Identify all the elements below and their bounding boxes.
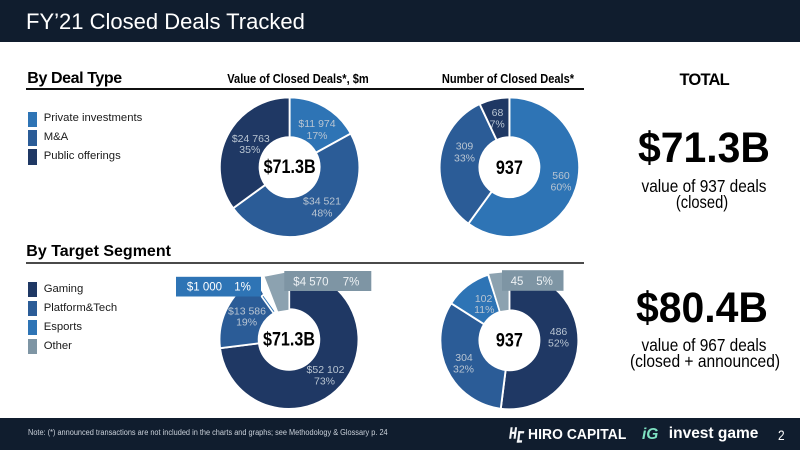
svg-text:937: 937 bbox=[496, 158, 523, 179]
svg-text:937: 937 bbox=[496, 330, 523, 351]
svg-text:486: 486 bbox=[550, 326, 568, 338]
svg-text:1%: 1% bbox=[234, 282, 251, 294]
svg-text:$52 102: $52 102 bbox=[307, 364, 345, 376]
svg-text:$11 974: $11 974 bbox=[298, 118, 335, 130]
svg-text:11%: 11% bbox=[474, 304, 494, 316]
svg-text:35%: 35% bbox=[239, 144, 260, 156]
svg-text:$71.3B: $71.3B bbox=[263, 329, 315, 350]
svg-text:$4 570: $4 570 bbox=[293, 276, 328, 288]
svg-text:560: 560 bbox=[552, 170, 570, 182]
svg-text:304: 304 bbox=[455, 352, 473, 364]
svg-text:60%: 60% bbox=[550, 182, 571, 194]
svg-text:$1 000: $1 000 bbox=[187, 282, 222, 294]
svg-text:68: 68 bbox=[492, 107, 504, 119]
svg-text:$13 586: $13 586 bbox=[228, 306, 266, 318]
svg-text:45: 45 bbox=[511, 276, 524, 288]
svg-text:33%: 33% bbox=[454, 152, 475, 164]
svg-text:32%: 32% bbox=[453, 363, 474, 375]
svg-text:$34 521: $34 521 bbox=[303, 196, 341, 208]
svg-text:19%: 19% bbox=[236, 317, 257, 329]
svg-text:$71.3B: $71.3B bbox=[264, 157, 316, 178]
svg-text:102: 102 bbox=[475, 293, 493, 305]
svg-text:309: 309 bbox=[456, 141, 474, 153]
svg-text:7%: 7% bbox=[343, 276, 360, 288]
svg-text:5%: 5% bbox=[536, 276, 553, 288]
svg-text:17%: 17% bbox=[306, 130, 327, 142]
svg-text:73%: 73% bbox=[314, 376, 335, 388]
svg-text:$24 763: $24 763 bbox=[232, 133, 270, 145]
svg-text:52%: 52% bbox=[548, 337, 569, 349]
svg-text:7%: 7% bbox=[490, 119, 505, 131]
svg-text:48%: 48% bbox=[311, 207, 332, 219]
